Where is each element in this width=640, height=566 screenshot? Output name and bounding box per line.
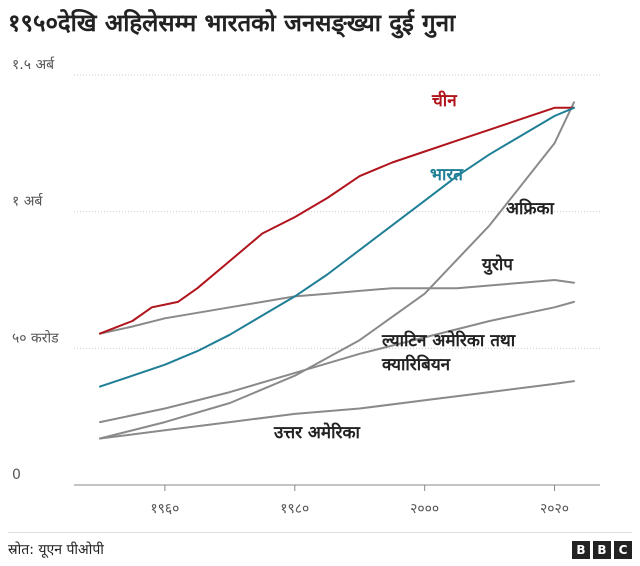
x-tick-label: २०२०: [540, 501, 569, 517]
series-line: [99, 279, 575, 335]
y-tick-label: 0: [12, 467, 21, 483]
x-tick-label: १९८०: [280, 501, 309, 517]
series-line: [99, 101, 575, 440]
footer-divider: [8, 532, 632, 533]
chart-title: १९५०देखि अहिलेसम्म भारतको जनसङ्ख्या दुई …: [8, 9, 456, 37]
bbc-logo-letter: C: [614, 541, 632, 559]
x-tick-label: २०००: [410, 501, 439, 517]
y-tick-label: १ अर्ब: [12, 193, 43, 210]
y-tick-label: १.५ अर्ब: [12, 56, 55, 73]
series-lines: [99, 101, 575, 440]
x-axis: १९६० १९८० २००० २०२०: [150, 485, 569, 517]
gridlines: 0 ५० करोड १ अर्ब १.५ अर्ब: [12, 56, 600, 486]
series-line: [99, 106, 575, 388]
bbc-logo: B B C: [572, 541, 632, 559]
bbc-logo-letter: B: [593, 541, 611, 559]
series-label: ल्याटिन अमेरिका तथा क्यारिबियन: [381, 330, 516, 375]
series-label: युरोप: [481, 254, 514, 275]
source-note: स्रोत: यूएन पीओपी: [8, 542, 104, 558]
bbc-logo-letter: B: [572, 541, 590, 559]
line-chart: 0५० करोड१ अर्ब१.५ अर्ब १९६० १९८० २००० २०२० …: [12, 56, 600, 517]
series-labels: चीन भारत अफ्रिका युरोप ल्याटिन अमेरिका तथा क्…: [273, 90, 555, 443]
series-label: उत्तर अमेरिका: [273, 422, 361, 443]
series-label: चीन: [431, 90, 457, 111]
series-label: अफ्रिका: [506, 198, 555, 219]
series-line: [99, 380, 575, 440]
series-line: [99, 300, 575, 424]
x-tick-label: १९६०: [150, 501, 179, 517]
y-tick-label: ५० करोड: [12, 329, 59, 346]
series-line: [99, 106, 575, 335]
series-label: भारत: [430, 165, 464, 185]
